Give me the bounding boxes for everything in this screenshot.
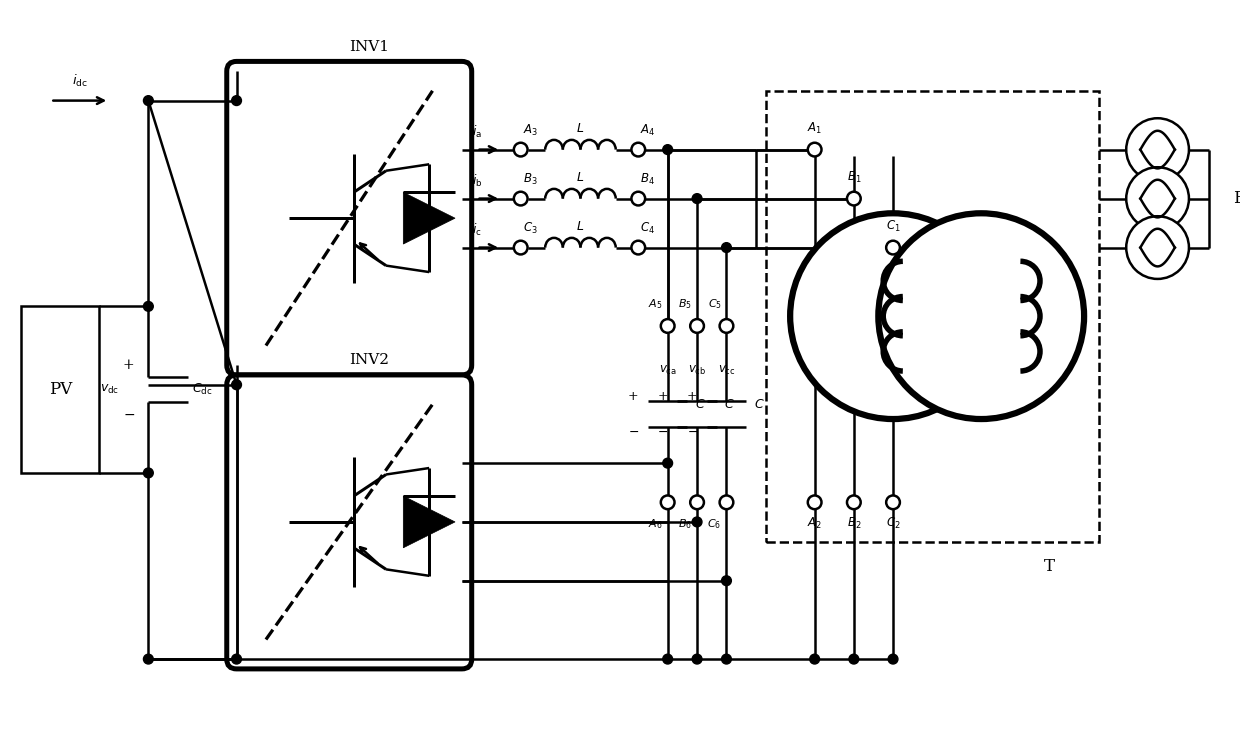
Circle shape [692,654,702,664]
Circle shape [631,191,645,206]
Text: $-$: $-$ [627,425,639,438]
Text: $C_5$: $C_5$ [708,297,722,311]
Circle shape [661,319,675,333]
Text: $v_{\mathrm{cb}}$: $v_{\mathrm{cb}}$ [688,364,707,377]
Text: $-$: $-$ [687,425,698,438]
Text: $v_{\mathrm{cc}}$: $v_{\mathrm{cc}}$ [718,364,735,377]
Circle shape [144,95,154,106]
Text: $C_3$: $C_3$ [522,221,537,235]
Text: E: E [1233,190,1240,207]
Text: $v_{\mathrm{ca}}$: $v_{\mathrm{ca}}$ [658,364,677,377]
Text: +: + [123,358,135,372]
Circle shape [631,143,645,156]
Text: T: T [1044,557,1055,574]
Text: $C_2$: $C_2$ [885,516,900,531]
Circle shape [722,243,732,253]
Text: $B_6$: $B_6$ [678,517,692,530]
Circle shape [722,576,732,586]
Circle shape [790,213,996,419]
Text: $i_{\mathrm{c}}$: $i_{\mathrm{c}}$ [471,222,481,238]
Circle shape [692,194,702,203]
Circle shape [513,143,527,156]
Text: $C$: $C$ [696,398,706,410]
Text: $B_2$: $B_2$ [847,516,861,531]
Circle shape [513,191,527,206]
Text: INV2: INV2 [348,353,389,367]
Circle shape [144,302,154,311]
Text: $A_3$: $A_3$ [522,122,538,138]
Circle shape [662,145,672,154]
Circle shape [661,495,675,509]
Circle shape [691,319,704,333]
Text: $A_4$: $A_4$ [640,122,656,138]
Text: $-$: $-$ [657,425,668,438]
Circle shape [847,191,861,206]
Circle shape [232,95,242,106]
Circle shape [849,654,859,664]
Text: $L$: $L$ [577,171,584,183]
Circle shape [878,213,1084,419]
Text: +: + [629,390,639,403]
Text: $A_1$: $A_1$ [807,121,822,136]
Polygon shape [403,496,455,548]
Text: +: + [687,390,697,403]
Text: INV1: INV1 [348,39,389,54]
Text: $C_4$: $C_4$ [640,221,655,235]
Circle shape [807,495,822,509]
Circle shape [232,654,242,664]
Text: $A_5$: $A_5$ [649,297,662,311]
Text: $A_6$: $A_6$ [649,517,662,530]
Polygon shape [403,192,455,244]
Circle shape [888,654,898,664]
Circle shape [662,458,672,468]
Circle shape [1126,118,1189,181]
Circle shape [513,241,527,255]
FancyBboxPatch shape [227,61,471,375]
Text: PV: PV [48,381,72,398]
Circle shape [719,319,733,333]
Circle shape [722,654,732,664]
Circle shape [144,468,154,478]
FancyBboxPatch shape [227,375,471,669]
FancyBboxPatch shape [21,306,99,473]
Circle shape [232,380,242,390]
Text: $-$: $-$ [123,408,135,421]
Text: $i_{\mathrm{dc}}$: $i_{\mathrm{dc}}$ [72,73,88,89]
Text: $C_6$: $C_6$ [707,517,722,530]
Circle shape [807,143,822,156]
Text: $i_{\mathrm{a}}$: $i_{\mathrm{a}}$ [471,124,482,140]
Circle shape [887,241,900,255]
Circle shape [1126,167,1189,230]
Text: $v_{\mathrm{dc}}$: $v_{\mathrm{dc}}$ [99,383,119,396]
Text: $B_3$: $B_3$ [522,171,537,186]
Text: $C_{\mathrm{dc}}$: $C_{\mathrm{dc}}$ [192,382,213,397]
Text: +: + [657,390,668,403]
Circle shape [691,495,704,509]
Circle shape [1126,216,1189,279]
Circle shape [887,495,900,509]
Text: $C$: $C$ [754,398,765,410]
Text: $A_2$: $A_2$ [807,516,822,531]
Circle shape [810,654,820,664]
Text: $C$: $C$ [724,398,735,410]
Circle shape [847,495,861,509]
Text: $B_5$: $B_5$ [678,297,692,311]
Text: $B_4$: $B_4$ [640,171,655,186]
Circle shape [692,517,702,527]
FancyBboxPatch shape [765,91,1099,542]
Text: $B_1$: $B_1$ [847,169,861,185]
Circle shape [719,495,733,509]
Circle shape [144,654,154,664]
Circle shape [662,654,672,664]
Text: $C_1$: $C_1$ [885,218,900,234]
Text: $i_{\mathrm{b}}$: $i_{\mathrm{b}}$ [471,173,482,189]
Text: $L$: $L$ [577,121,584,135]
Circle shape [631,241,645,255]
Text: $L$: $L$ [577,220,584,232]
